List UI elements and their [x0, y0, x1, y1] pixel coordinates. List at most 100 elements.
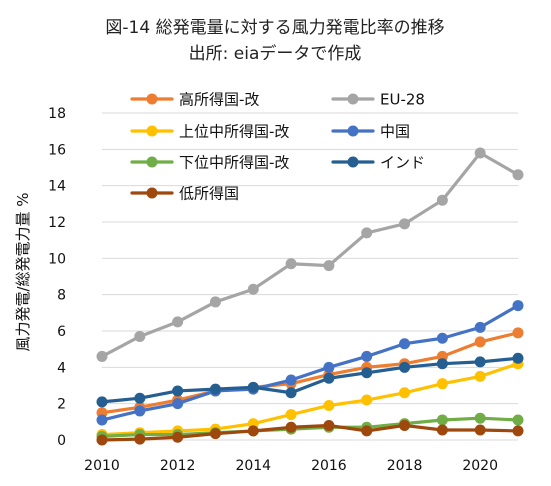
- series-line: [100, 416, 520, 438]
- data-point: [512, 414, 524, 426]
- data-point: [399, 361, 411, 373]
- y-tick-label: 12: [48, 215, 66, 231]
- data-point: [474, 412, 486, 424]
- data-point: [285, 409, 297, 421]
- data-point: [172, 398, 184, 410]
- series-group: [96, 147, 524, 362]
- y-tick-label: 10: [48, 251, 66, 267]
- data-point: [361, 227, 373, 239]
- y-tick-label: 14: [48, 179, 66, 195]
- data-point: [436, 424, 448, 436]
- data-point: [399, 218, 411, 230]
- data-point: [172, 431, 184, 443]
- x-tick-label: 2020: [462, 458, 498, 474]
- y-axis-label: 風力発電/総発電力量 %: [14, 192, 32, 351]
- data-point: [323, 361, 335, 373]
- series-line: [100, 356, 520, 404]
- legend-item: EU-28: [331, 91, 425, 109]
- legend-label: 中国: [380, 123, 410, 141]
- legend-label: 低所得国: [179, 185, 239, 203]
- x-tick-label: 2010: [84, 458, 120, 474]
- y-tick-label: 6: [57, 324, 66, 340]
- data-point: [247, 425, 259, 437]
- legend-swatch-marker: [347, 93, 359, 105]
- legend-swatch-marker: [146, 187, 158, 199]
- series-line: [100, 362, 520, 437]
- legend-swatch-marker: [347, 156, 359, 168]
- chart-title: 図-14 総発電量に対する風力発電比率の推移: [105, 18, 444, 38]
- series-group: [96, 352, 524, 408]
- data-point: [323, 399, 335, 411]
- legend-swatch-marker: [347, 125, 359, 137]
- data-point: [361, 367, 373, 379]
- legend-label: 下位中所得国-改: [179, 154, 289, 172]
- legend-label: 高所得国-改: [179, 91, 259, 109]
- legend-item: 上位中所得国-改: [130, 123, 289, 141]
- data-point: [361, 394, 373, 406]
- y-tick-label: 2: [57, 397, 66, 413]
- legend-label: EU-28: [380, 91, 425, 109]
- legend-swatch-marker: [146, 93, 158, 105]
- series-line: [100, 423, 520, 442]
- data-point: [436, 332, 448, 344]
- data-point: [474, 147, 486, 159]
- data-point: [361, 350, 373, 362]
- legend-label: 上位中所得国-改: [179, 123, 289, 141]
- data-point: [399, 338, 411, 350]
- data-point: [323, 260, 335, 272]
- data-point: [172, 316, 184, 328]
- series-line: [100, 151, 520, 359]
- legend-item: 中国: [331, 123, 410, 141]
- data-point: [134, 405, 146, 417]
- data-point: [96, 396, 108, 408]
- data-point: [96, 414, 108, 426]
- data-point: [474, 424, 486, 436]
- series-group: [96, 419, 524, 446]
- series-line: [100, 331, 520, 415]
- axes: 0 2 4 6 8 10 12 14 16 18 2010 2012 2014 2016 2018 2020: [48, 106, 498, 474]
- data-point: [474, 321, 486, 333]
- legend-label: インド: [380, 154, 425, 172]
- data-point: [134, 392, 146, 404]
- data-point: [436, 194, 448, 206]
- y-tick-label: 4: [57, 360, 66, 376]
- y-tick-label: 16: [48, 142, 66, 158]
- data-point: [512, 352, 524, 364]
- data-point: [436, 378, 448, 390]
- data-point: [399, 387, 411, 399]
- data-point: [512, 169, 524, 181]
- data-point: [285, 387, 297, 399]
- chart-subtitle: 出所: eiaデータで作成: [189, 43, 362, 64]
- data-point: [285, 258, 297, 270]
- data-point: [474, 356, 486, 368]
- series-line: [100, 303, 520, 422]
- data-point: [209, 296, 221, 308]
- data-point: [323, 372, 335, 384]
- data-point: [172, 385, 184, 397]
- data-point: [512, 300, 524, 312]
- legend-item: 低所得国: [130, 185, 239, 203]
- legend-item: インド: [331, 154, 425, 172]
- data-point: [323, 419, 335, 431]
- y-tick-label: 18: [48, 106, 66, 122]
- x-tick-label: 2014: [235, 458, 271, 474]
- y-tick-label: 0: [57, 433, 66, 449]
- data-point: [209, 383, 221, 395]
- legend-item: 下位中所得国-改: [130, 154, 289, 172]
- x-tick-label: 2012: [160, 458, 196, 474]
- data-point: [436, 358, 448, 370]
- data-point: [247, 283, 259, 295]
- data-point: [285, 374, 297, 386]
- x-tick-label: 2018: [387, 458, 423, 474]
- data-point: [474, 370, 486, 382]
- legend-swatch-marker: [146, 125, 158, 137]
- data-point: [474, 336, 486, 348]
- legend-item: 高所得国-改: [130, 91, 259, 109]
- legend-swatch-marker: [146, 156, 158, 168]
- data-point: [399, 419, 411, 431]
- data-point: [134, 330, 146, 342]
- data-point: [512, 327, 524, 339]
